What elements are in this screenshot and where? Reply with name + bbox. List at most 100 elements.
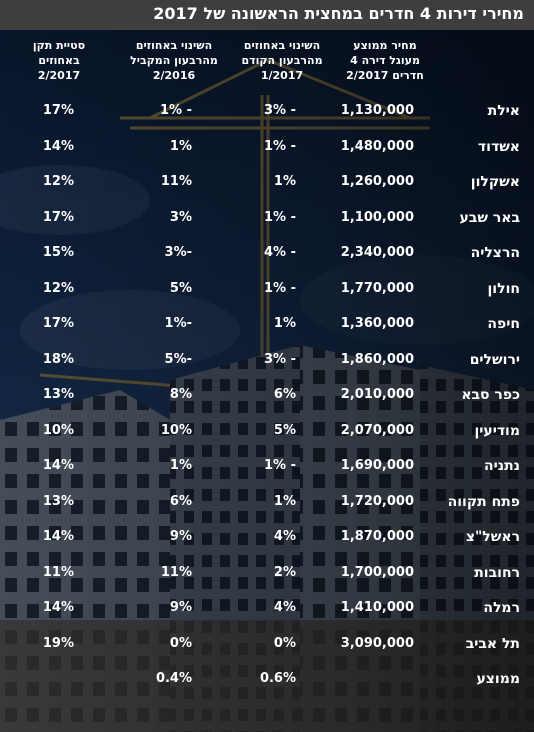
- cell-change-prev: 2%: [273, 564, 296, 580]
- cell-change-prev: 5%: [273, 422, 296, 438]
- cell-deviation: 14%: [42, 600, 74, 615]
- header-change-parallel-line-3: 2/2016: [152, 69, 196, 82]
- cell-price: 1,860,000: [340, 351, 414, 367]
- cell-change-prev: 4%: [273, 529, 296, 544]
- cell-change-prev: 3% -: [264, 351, 296, 367]
- header-price: מחיר ממוצע מעוגל דירה 4 חדרים 2/2017: [336, 38, 434, 83]
- cell-deviation: 15%: [42, 245, 74, 260]
- cell-price: 1,870,000: [340, 529, 414, 544]
- title-bar: מחירי דירות 4 חדרים במחצית הראשונה של 20…: [0, 0, 534, 30]
- cell-change-prev: 1%: [273, 493, 296, 509]
- cell-deviation: 10%: [42, 422, 74, 438]
- cell-price: 1,360,000: [340, 316, 414, 331]
- cell-city: אילת: [487, 103, 520, 119]
- header-change-prev: השינוי באחוזים מהרבעון הקודם 1/2017: [232, 38, 332, 83]
- cell-change-prev: 1% -: [264, 209, 296, 225]
- cell-price: 3,090,000: [340, 635, 414, 651]
- cell-price: 2,010,000: [340, 387, 414, 402]
- header-change-parallel-line-2: מהרבעון המקביל: [130, 54, 218, 67]
- cell-change-parallel: 5%: [169, 280, 192, 296]
- cell-city: נתניה: [484, 458, 520, 474]
- cell-deviation: 13%: [42, 493, 74, 509]
- cell-change-parallel: 1%: [169, 138, 192, 154]
- cell-city: מודיעין: [474, 422, 520, 439]
- cell-deviation: 14%: [42, 138, 74, 154]
- cell-deviation: 17%: [42, 316, 74, 331]
- cell-city: ראשל"צ: [465, 529, 520, 545]
- cell-price: 1,720,000: [340, 493, 414, 509]
- header-change-parallel: השינוי באחוזים מהרבעון המקביל 2/2016: [116, 38, 232, 83]
- cell-deviation: 18%: [42, 351, 74, 367]
- header-change-prev-line-3: 1/2017: [260, 69, 304, 82]
- cell-deviation: 12%: [42, 280, 74, 296]
- cell-price: 1,690,000: [340, 458, 414, 473]
- cell-city: ממוצע: [476, 671, 520, 687]
- cell-change-parallel: 9%: [169, 529, 192, 544]
- cell-change-prev: 1% -: [264, 458, 296, 473]
- cell-price: 1,480,000: [340, 138, 414, 154]
- cell-change-parallel: 1%-: [164, 316, 192, 331]
- cell-change-parallel: 5%-: [164, 351, 192, 367]
- cell-city: אשקלון: [470, 174, 520, 190]
- cell-change-parallel: 11%: [160, 174, 192, 189]
- cell-city: פתח תקווה: [447, 493, 520, 510]
- cell-city: רמלה: [483, 600, 520, 616]
- cell-change-prev: 0%: [273, 635, 296, 651]
- cell-change-prev: 4% -: [264, 245, 296, 260]
- cell-change-parallel: 3%-: [164, 245, 192, 260]
- cell-change-parallel: 11%: [160, 564, 192, 580]
- cell-city: חיפה: [487, 316, 520, 332]
- cell-change-parallel: 3%: [169, 209, 192, 225]
- header-deviation-line-2: באחוזים: [38, 54, 80, 67]
- cell-change-parallel: 0.4%: [155, 671, 192, 686]
- cell-change-prev: 1%: [273, 316, 296, 331]
- cell-change-prev: 3% -: [264, 103, 296, 118]
- header-change-prev-line-1: השינוי באחוזים: [243, 39, 321, 52]
- header-price-line-3: חדרים 2/2017: [346, 69, 424, 82]
- cell-city: באר שבע: [459, 209, 520, 226]
- header-deviation-line-3: 2/2017: [37, 69, 81, 82]
- cell-change-parallel: 9%: [169, 600, 192, 615]
- cell-deviation: 19%: [42, 635, 74, 651]
- cell-change-prev: 1% -: [264, 138, 296, 154]
- cell-price: 1,100,000: [340, 209, 414, 225]
- cell-change-parallel: 1% -: [160, 103, 192, 118]
- cell-change-prev: 4%: [273, 600, 296, 615]
- header-deviation: סטיית תקן באחוזים 2/2017: [16, 38, 102, 83]
- cell-deviation: 13%: [42, 387, 74, 402]
- cell-deviation: 14%: [42, 458, 74, 473]
- cell-change-prev: 1%: [273, 174, 296, 189]
- header-deviation-line-1: סטיית תקן: [32, 39, 86, 52]
- cell-city: הרצליה: [470, 245, 520, 261]
- cell-price: 2,070,000: [340, 422, 414, 438]
- header-change-prev-line-2: מהרבעון הקודם: [241, 54, 323, 67]
- cell-change-parallel: 0%: [169, 635, 192, 651]
- cell-city: אשדוד: [477, 138, 520, 155]
- cell-price: 2,340,000: [340, 245, 414, 260]
- cell-price: 1,770,000: [340, 280, 414, 296]
- header-price-line-1: מחיר ממוצע: [353, 39, 417, 52]
- cell-change-prev: 6%: [273, 387, 296, 402]
- cell-city: כפר סבא: [461, 387, 520, 403]
- chart-title: מחירי דירות 4 חדרים במחצית הראשונה של 20…: [153, 4, 524, 23]
- cell-change-parallel: 10%: [160, 422, 192, 438]
- cell-deviation: 17%: [42, 103, 74, 118]
- cell-change-prev: 0.6%: [259, 671, 296, 686]
- header-change-parallel-line-1: השינוי באחוזים: [135, 39, 213, 52]
- cell-deviation: 14%: [42, 529, 74, 544]
- cell-change-prev: 1% -: [264, 280, 296, 296]
- cell-deviation: 11%: [42, 564, 74, 580]
- cell-price: 1,410,000: [340, 600, 414, 615]
- cell-change-parallel: 8%: [169, 387, 192, 402]
- cell-city: ירושלים: [469, 351, 520, 368]
- cell-price: 1,700,000: [340, 564, 414, 580]
- cell-city: חולון: [487, 280, 520, 297]
- cell-deviation: 12%: [42, 174, 74, 189]
- cell-deviation: 17%: [42, 209, 74, 225]
- cell-price: 1,260,000: [340, 174, 414, 189]
- cell-change-parallel: 6%: [169, 493, 192, 509]
- cell-city: תל אביב: [465, 635, 520, 652]
- header-price-line-2: מעוגל דירה 4: [350, 54, 420, 67]
